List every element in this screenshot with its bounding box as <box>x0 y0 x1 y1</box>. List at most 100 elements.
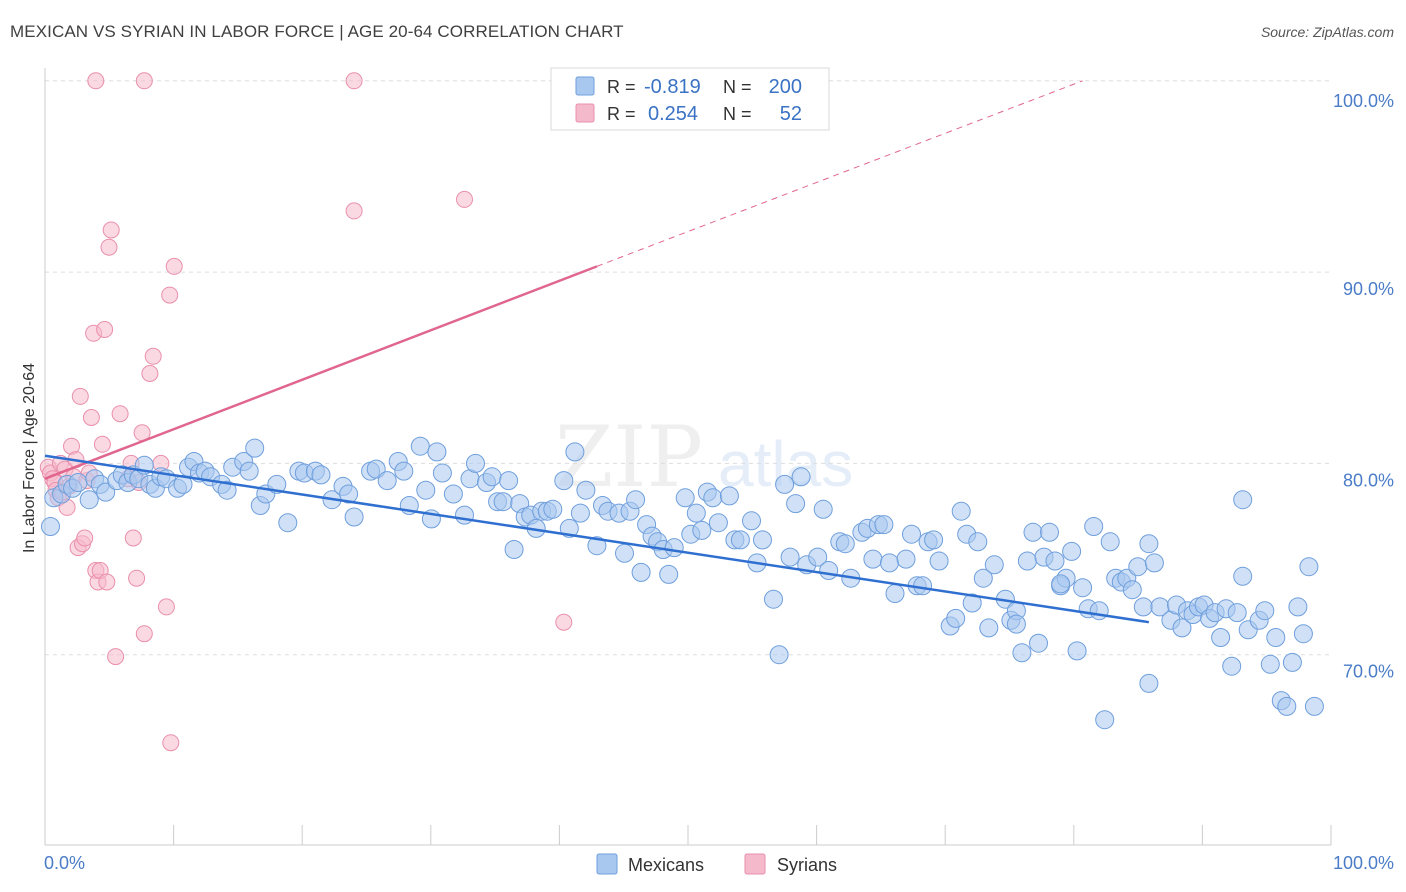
mexicans-n-value: 200 <box>769 76 802 98</box>
syrians-point <box>107 648 125 666</box>
mexicans-point <box>1023 522 1043 542</box>
mexicans-point <box>1282 652 1302 672</box>
syrians-point <box>124 529 142 547</box>
mexicans-point <box>1095 710 1115 730</box>
mexicans-point <box>664 538 684 558</box>
mexicans-point <box>1089 601 1109 621</box>
x-tick-min: 0.0% <box>44 853 85 873</box>
mexicans-point <box>311 465 331 485</box>
mexicans-point <box>973 568 993 588</box>
syrians-point <box>93 435 111 453</box>
mexicans-point <box>1017 551 1037 571</box>
mexicans-point <box>1040 522 1059 542</box>
syrians-point <box>98 573 116 591</box>
mexicans-point <box>570 503 590 523</box>
syrians-point <box>100 238 118 256</box>
mexicans-point <box>1172 618 1192 638</box>
mexicans-point <box>410 436 430 456</box>
y-tick-label: 90.0% <box>1343 279 1394 299</box>
mexicans-point <box>863 549 883 569</box>
syrians-point <box>76 529 94 547</box>
mexicans-point <box>1211 628 1231 647</box>
stats-legend-box <box>550 67 830 131</box>
syrians-point <box>456 190 473 208</box>
syrians-point <box>555 613 573 631</box>
mexicans-point <box>946 608 966 628</box>
mexicans-point <box>1029 633 1048 653</box>
mexicans-point <box>913 576 933 596</box>
mexicans-point <box>1139 673 1159 693</box>
series-legend: Mexicans Syrians <box>596 853 837 875</box>
mexicans-point <box>962 593 982 613</box>
source-note: Source: ZipAtlas.com <box>1260 24 1394 40</box>
mexicans-r-label: R = <box>607 77 636 97</box>
mexicans-point <box>786 494 806 514</box>
mexicans-point <box>615 543 634 563</box>
mexicans-point <box>1277 696 1297 716</box>
mexicans-point <box>791 467 811 487</box>
mexicans-point <box>1222 656 1242 676</box>
mexicans-point <box>1288 597 1308 617</box>
syrians-points <box>39 72 573 752</box>
legend-label-syrians: Syrians <box>777 855 837 875</box>
mexicans-point <box>1045 551 1065 571</box>
mexicans-point <box>924 530 944 550</box>
mexicans-point <box>565 442 585 462</box>
mexicans-point <box>708 513 728 533</box>
mexicans-point <box>416 480 436 500</box>
syrians-point <box>157 598 175 616</box>
mexicans-point <box>1233 566 1253 586</box>
mexicans-point <box>626 490 646 510</box>
mexicans-point <box>1062 541 1082 561</box>
mexicans-point <box>344 507 364 527</box>
mexicans-point <box>675 488 695 508</box>
syrians-point <box>161 286 179 304</box>
syrians-r-label: R = <box>607 104 636 124</box>
y-tick-label: 80.0% <box>1343 470 1394 490</box>
stats-legend: R = -0.819 N = 200 R = 0.254 N = 52 <box>550 67 830 131</box>
syrians-trend-line <box>44 265 598 480</box>
mexicans-point <box>692 520 712 540</box>
mexicans-point <box>239 461 259 481</box>
mexicans-point <box>686 503 706 523</box>
mexicans-point <box>482 467 502 487</box>
syrians-point <box>165 257 183 275</box>
mexicans-point <box>1299 557 1319 577</box>
trend-lines <box>44 80 1150 624</box>
mexicans-point <box>1084 517 1104 536</box>
mexicans-r-value: -0.819 <box>644 76 701 98</box>
mexicans-point <box>979 618 999 638</box>
mexicans-point <box>880 553 899 573</box>
y-tick-label: 100.0% <box>1333 91 1394 111</box>
mexicans-point <box>719 486 739 506</box>
mexicans-point <box>432 463 452 483</box>
mexicans-point <box>1255 601 1275 621</box>
mexicans-point <box>1128 557 1148 577</box>
syrians-n-value: 52 <box>780 103 802 125</box>
syrians-stats-swatch <box>575 103 595 123</box>
mexicans-point <box>819 561 839 580</box>
mexicans-point <box>742 511 761 531</box>
mexicans-point <box>1012 643 1032 663</box>
mexicans-n-label: N = <box>723 77 752 97</box>
syrians-point <box>144 347 162 365</box>
mexicans-point <box>703 488 723 508</box>
mexicans-trend-line <box>44 454 1150 624</box>
mexicans-point <box>896 549 916 569</box>
mexicans-point <box>1266 628 1286 647</box>
mexicans-point <box>554 471 574 491</box>
syrians-point <box>345 72 363 90</box>
mexicans-point <box>1293 624 1313 644</box>
mexicans-point <box>79 490 99 510</box>
legend-swatch-syrians <box>744 853 766 875</box>
syrians-point <box>345 202 363 220</box>
mexicans-point <box>769 645 789 665</box>
syrians-n-label: N = <box>723 104 752 124</box>
mexicans-point <box>1100 532 1120 552</box>
mexicans-point <box>96 482 116 502</box>
syrians-trend-extension <box>596 80 1083 267</box>
mexicans-point <box>835 534 855 554</box>
mexicans-point <box>366 459 386 479</box>
mexicans-point <box>764 589 783 609</box>
legend-swatch-mexicans <box>596 853 618 875</box>
